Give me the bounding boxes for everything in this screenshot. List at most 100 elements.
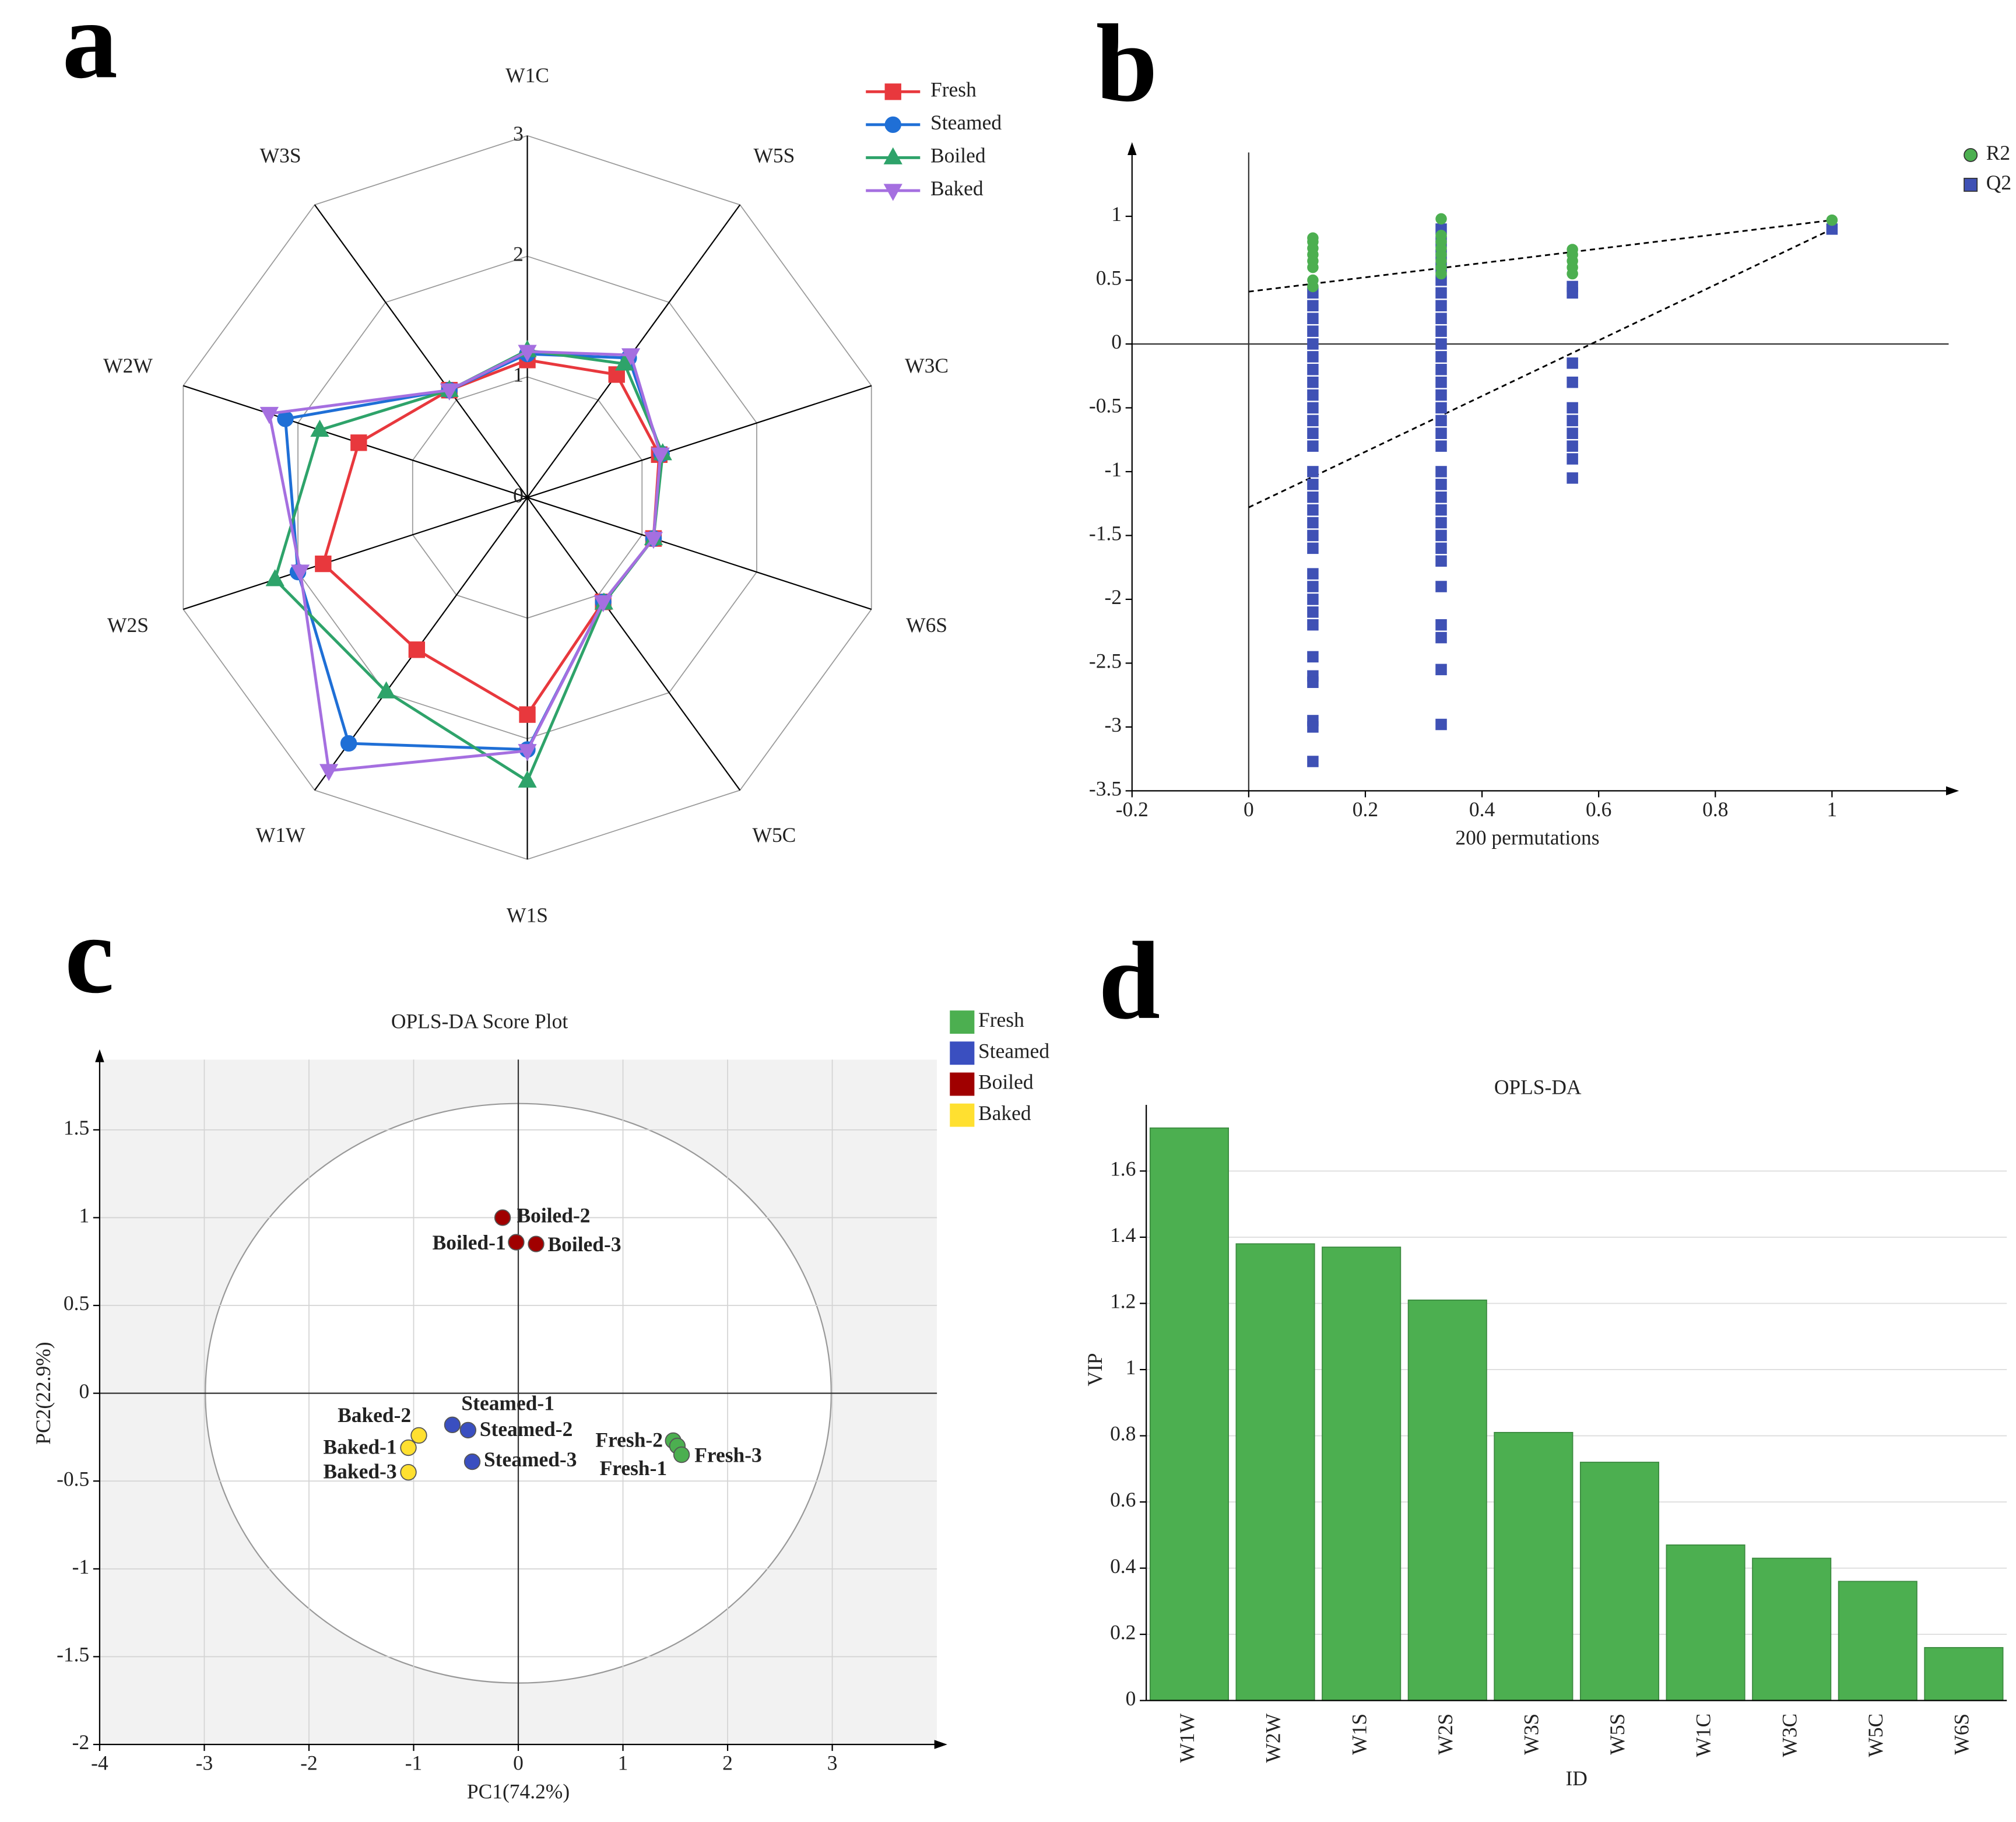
axis-label: W6S bbox=[906, 613, 947, 637]
marker bbox=[259, 406, 279, 424]
axis-arrow bbox=[934, 1740, 947, 1749]
x-tick-label: 0 bbox=[513, 1751, 524, 1775]
legend-label: Fresh bbox=[930, 78, 977, 101]
panel-letter: a bbox=[62, 0, 118, 101]
point-label: Steamed-1 bbox=[461, 1392, 554, 1415]
legend-marker bbox=[1964, 177, 1978, 192]
marker bbox=[444, 1416, 461, 1434]
r-tick-label: 0 bbox=[513, 483, 524, 507]
y-tick-label: 0.5 bbox=[64, 1291, 89, 1315]
x-tick-label: 1 bbox=[1827, 798, 1838, 821]
x-tick-label: W6S bbox=[1950, 1714, 1973, 1755]
marker bbox=[319, 764, 339, 781]
y-tick-label: 0.5 bbox=[1096, 266, 1122, 290]
marker bbox=[463, 1453, 481, 1470]
marker bbox=[1435, 663, 1447, 676]
legend-marker bbox=[883, 147, 902, 164]
x-tick-label: 0.4 bbox=[1469, 798, 1495, 821]
axis-label: W1S bbox=[507, 904, 548, 927]
marker bbox=[410, 1427, 427, 1444]
axis-spoke bbox=[314, 204, 528, 498]
point-label: Fresh-2 bbox=[595, 1428, 663, 1451]
y-tick-label: 1 bbox=[79, 1204, 89, 1227]
panel-letter: b bbox=[1096, 2, 1158, 125]
x-tick-label: W1S bbox=[1347, 1714, 1371, 1755]
y-tick-label: 0.8 bbox=[1110, 1422, 1136, 1445]
bar bbox=[1838, 1581, 1917, 1701]
y-tick-label: 1.6 bbox=[1110, 1157, 1136, 1181]
marker bbox=[1307, 721, 1319, 733]
marker bbox=[1307, 325, 1319, 337]
axis-arrow bbox=[95, 1049, 104, 1062]
y-tick-label: -1 bbox=[72, 1555, 90, 1578]
marker bbox=[340, 735, 357, 752]
marker bbox=[310, 419, 329, 437]
bar bbox=[1579, 1462, 1660, 1701]
marker bbox=[1567, 415, 1578, 427]
marker bbox=[1307, 491, 1319, 503]
chart-title: OPLS-DA bbox=[1494, 1075, 1582, 1098]
legend-label: Steamed bbox=[930, 111, 1002, 134]
marker bbox=[1435, 542, 1447, 554]
marker bbox=[1435, 325, 1447, 337]
marker bbox=[518, 770, 537, 788]
marker bbox=[1307, 280, 1319, 293]
marker bbox=[1435, 389, 1447, 401]
marker bbox=[1307, 594, 1319, 605]
marker bbox=[1567, 287, 1578, 299]
marker bbox=[621, 348, 641, 366]
marker bbox=[1307, 676, 1319, 689]
marker bbox=[508, 1234, 525, 1251]
x-tick-label: W5C bbox=[1864, 1714, 1887, 1757]
axis-spoke bbox=[527, 497, 872, 610]
marker bbox=[494, 1209, 511, 1226]
y-tick-label: -2 bbox=[72, 1730, 90, 1754]
y-tick-label: 0.6 bbox=[1110, 1488, 1136, 1511]
y-axis-label: PC2(22.9%) bbox=[31, 1342, 55, 1444]
marker bbox=[1567, 453, 1578, 465]
legend-swatch bbox=[950, 1072, 975, 1096]
y-tick-label: -1.5 bbox=[1089, 522, 1122, 545]
marker bbox=[400, 1463, 417, 1481]
marker bbox=[1435, 287, 1447, 299]
y-tick-label: -0.5 bbox=[1089, 394, 1122, 417]
marker bbox=[1307, 313, 1319, 324]
marker bbox=[1567, 357, 1578, 369]
x-tick-label: W1W bbox=[1175, 1713, 1199, 1763]
marker bbox=[528, 1235, 545, 1252]
y-tick-label: 0 bbox=[1111, 330, 1122, 353]
y-tick-label: 0.4 bbox=[1110, 1554, 1136, 1578]
marker bbox=[1826, 214, 1838, 226]
x-tick-label: 0 bbox=[1244, 798, 1254, 821]
axis-spoke bbox=[526, 497, 741, 791]
marker bbox=[1567, 402, 1578, 414]
legend-label: Baked bbox=[930, 177, 984, 200]
marker bbox=[1307, 517, 1319, 529]
marker bbox=[1567, 472, 1578, 484]
marker bbox=[1307, 338, 1319, 350]
axis-label: W2W bbox=[103, 354, 153, 377]
marker bbox=[400, 1439, 417, 1456]
marker bbox=[1435, 529, 1447, 542]
marker bbox=[1435, 364, 1447, 375]
legend-swatch bbox=[950, 1103, 975, 1127]
r-tick-label: 2 bbox=[513, 243, 524, 266]
y-tick-label: 1.2 bbox=[1110, 1290, 1136, 1313]
bar bbox=[1666, 1544, 1745, 1701]
marker bbox=[459, 1421, 477, 1439]
marker bbox=[290, 564, 310, 582]
marker bbox=[1307, 504, 1319, 516]
legend-label: Baked bbox=[978, 1101, 1031, 1125]
marker bbox=[1435, 351, 1447, 363]
marker bbox=[518, 345, 537, 362]
y-tick-label: 0 bbox=[1126, 1687, 1136, 1710]
axis-label: W3S bbox=[260, 144, 301, 167]
marker bbox=[651, 447, 670, 465]
marker bbox=[408, 641, 426, 658]
trend-line bbox=[1248, 228, 1832, 508]
bar bbox=[1752, 1557, 1832, 1701]
x-axis-label: PC1(74.2%) bbox=[467, 1779, 570, 1803]
y-tick-label: 1 bbox=[1126, 1356, 1136, 1379]
x-tick-label: W2S bbox=[1434, 1714, 1457, 1755]
